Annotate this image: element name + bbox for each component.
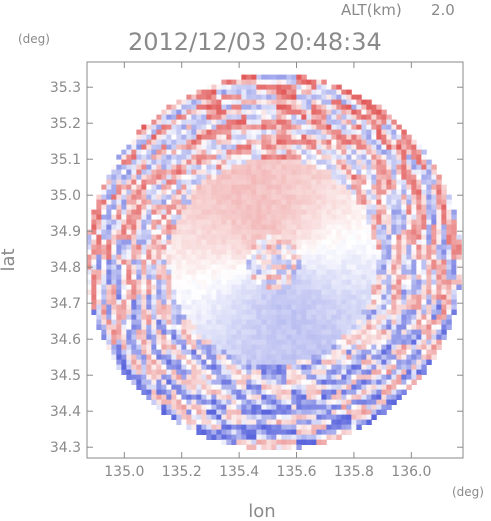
y-axis-label: lat (0, 248, 19, 271)
x-tick-label: 135.8 (334, 464, 374, 480)
y-tick-label: 35.3 (50, 80, 81, 96)
x-tick-label: 135.2 (162, 464, 202, 480)
y-tick-label: 34.9 (50, 224, 81, 240)
y-tick-label: 35.0 (50, 188, 81, 204)
altitude-value: 2.0 (431, 1, 455, 19)
x-tick-label: 136.0 (391, 464, 431, 480)
y-tick-label: 34.6 (50, 332, 81, 348)
x-tick-label: 135.4 (219, 464, 259, 480)
altitude-label: ALT(km) (341, 1, 402, 19)
x-tick-label: 135.6 (276, 464, 316, 480)
y-tick-label: 34.3 (50, 440, 81, 456)
velocity-field (87, 74, 462, 450)
y-tick-label: 34.4 (50, 404, 81, 420)
y-tick-label: 34.7 (50, 296, 81, 312)
x-tick-label: 135.0 (104, 464, 144, 480)
x-unit-label: (deg) (452, 485, 484, 499)
plot-frame (86, 61, 464, 459)
x-axis: 135.0 135.2 135.4 135.6 135.8 136.0 (104, 62, 431, 480)
y-tick-label: 34.5 (50, 368, 81, 384)
y-unit-label: (deg) (18, 32, 50, 46)
y-axis: 34.3 34.4 34.5 34.6 34.7 34.8 34.9 35.0 35.1 35.2… (50, 80, 463, 456)
chart-title: 2012/12/03 20:48:34 (128, 28, 382, 56)
x-axis-label: lon (248, 501, 275, 521)
y-tick-label: 35.1 (50, 152, 81, 168)
y-tick-label: 35.2 (50, 116, 81, 132)
y-tick-label: 34.8 (50, 260, 81, 276)
